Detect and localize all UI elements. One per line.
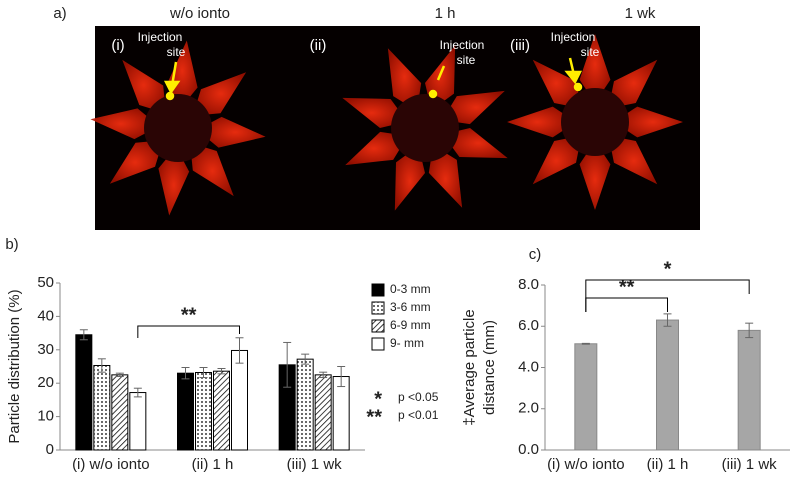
bar (574, 343, 598, 451)
bar (93, 364, 111, 451)
column-title: 1 wk (625, 5, 656, 22)
y-tick-label: 50 (37, 274, 54, 291)
column-title: 1 h (435, 5, 456, 22)
petal (345, 131, 403, 166)
y-tick-label: 8.0 (518, 276, 539, 293)
petal (204, 116, 266, 148)
legend-swatch (371, 283, 385, 297)
bar (111, 374, 129, 451)
bar (314, 374, 332, 451)
x-tick-label: (iii) 1 wk (722, 456, 777, 473)
annotation: Injection (551, 30, 596, 44)
petal (622, 106, 683, 138)
y-tick-label: 4.0 (518, 358, 539, 375)
petal (122, 59, 165, 111)
x-tick-label: (i) w/o ionto (547, 456, 625, 473)
bar (195, 372, 212, 451)
y-axis-label: ‡Average particle (461, 309, 478, 425)
bar (231, 349, 248, 451)
y-tick-label: 10 (37, 408, 54, 425)
petal (428, 150, 463, 208)
bar (296, 358, 314, 451)
y-tick-label: 0 (46, 441, 54, 458)
annotation: Injection (138, 30, 183, 44)
flower-center (561, 88, 629, 156)
petal (342, 97, 402, 128)
annotation: site (457, 53, 476, 67)
bracket (137, 325, 240, 338)
bracket-label: ** (181, 304, 197, 326)
bar (332, 376, 350, 451)
panel-label: b) (5, 236, 18, 253)
petal (90, 108, 152, 140)
petal (387, 48, 422, 106)
petal (610, 137, 658, 185)
column-title: w/o ionto (169, 5, 230, 22)
petal (610, 59, 658, 107)
bar (656, 319, 679, 451)
annotation: Injection (440, 38, 485, 52)
legend-label: 9- mm (390, 336, 424, 350)
y-tick-label: 6.0 (518, 317, 539, 334)
legend-swatch (371, 301, 385, 315)
y-tick-label: 30 (37, 341, 54, 358)
legend-swatch (371, 319, 385, 333)
bar (129, 392, 147, 451)
petal (448, 128, 508, 159)
x-tick-label: (ii) 1 h (192, 456, 234, 473)
panel-label: a) (53, 5, 66, 22)
x-tick-label: (ii) 1 h (647, 456, 689, 473)
petal (158, 154, 190, 216)
petal (394, 151, 425, 211)
petal (195, 72, 247, 115)
bar (213, 370, 230, 451)
petal (579, 34, 611, 95)
petal (507, 106, 568, 138)
significance-text: p <0.01 (398, 408, 439, 422)
x-tick-label: (iii) 1 wk (287, 456, 342, 473)
y-tick-label: 0.0 (518, 441, 539, 458)
flower-center (391, 94, 459, 162)
x-tick-label: (i) w/o ionto (72, 456, 150, 473)
significance-text: p <0.05 (398, 390, 439, 404)
significance-symbol: * (374, 388, 382, 410)
y-tick-label: 20 (37, 374, 54, 391)
petal (191, 145, 234, 197)
panel-tag: (iii) (510, 37, 530, 54)
petal (532, 137, 580, 185)
annotation: site (581, 45, 600, 59)
significance-symbol: ** (366, 406, 382, 428)
arrows (163, 57, 583, 101)
petal (532, 59, 580, 107)
bar (177, 372, 194, 451)
panel-tag: (i) (111, 37, 124, 54)
bracket (585, 279, 750, 312)
bar (75, 334, 93, 451)
petal (579, 149, 611, 210)
petal (109, 141, 161, 184)
panel-label: c) (529, 246, 542, 263)
y-tick-label: 2.0 (518, 400, 539, 417)
annotation: site (167, 45, 186, 59)
legend-label: 3-6 mm (390, 300, 431, 314)
bracket-label: ** (619, 276, 635, 298)
bracket (585, 297, 668, 312)
y-tick-label: 40 (37, 307, 54, 324)
bracket-label: * (664, 258, 672, 280)
y-axis-label: distance (mm) (481, 320, 498, 415)
bar (737, 329, 761, 451)
legend-label: 0-3 mm (390, 282, 431, 296)
legend-swatch (371, 337, 385, 351)
flower-center (144, 94, 212, 162)
legend-label: 6-9 mm (390, 318, 431, 332)
petal (447, 90, 505, 125)
panel-tag: (ii) (310, 37, 327, 54)
y-axis-label: Particle distribution (%) (6, 289, 23, 443)
